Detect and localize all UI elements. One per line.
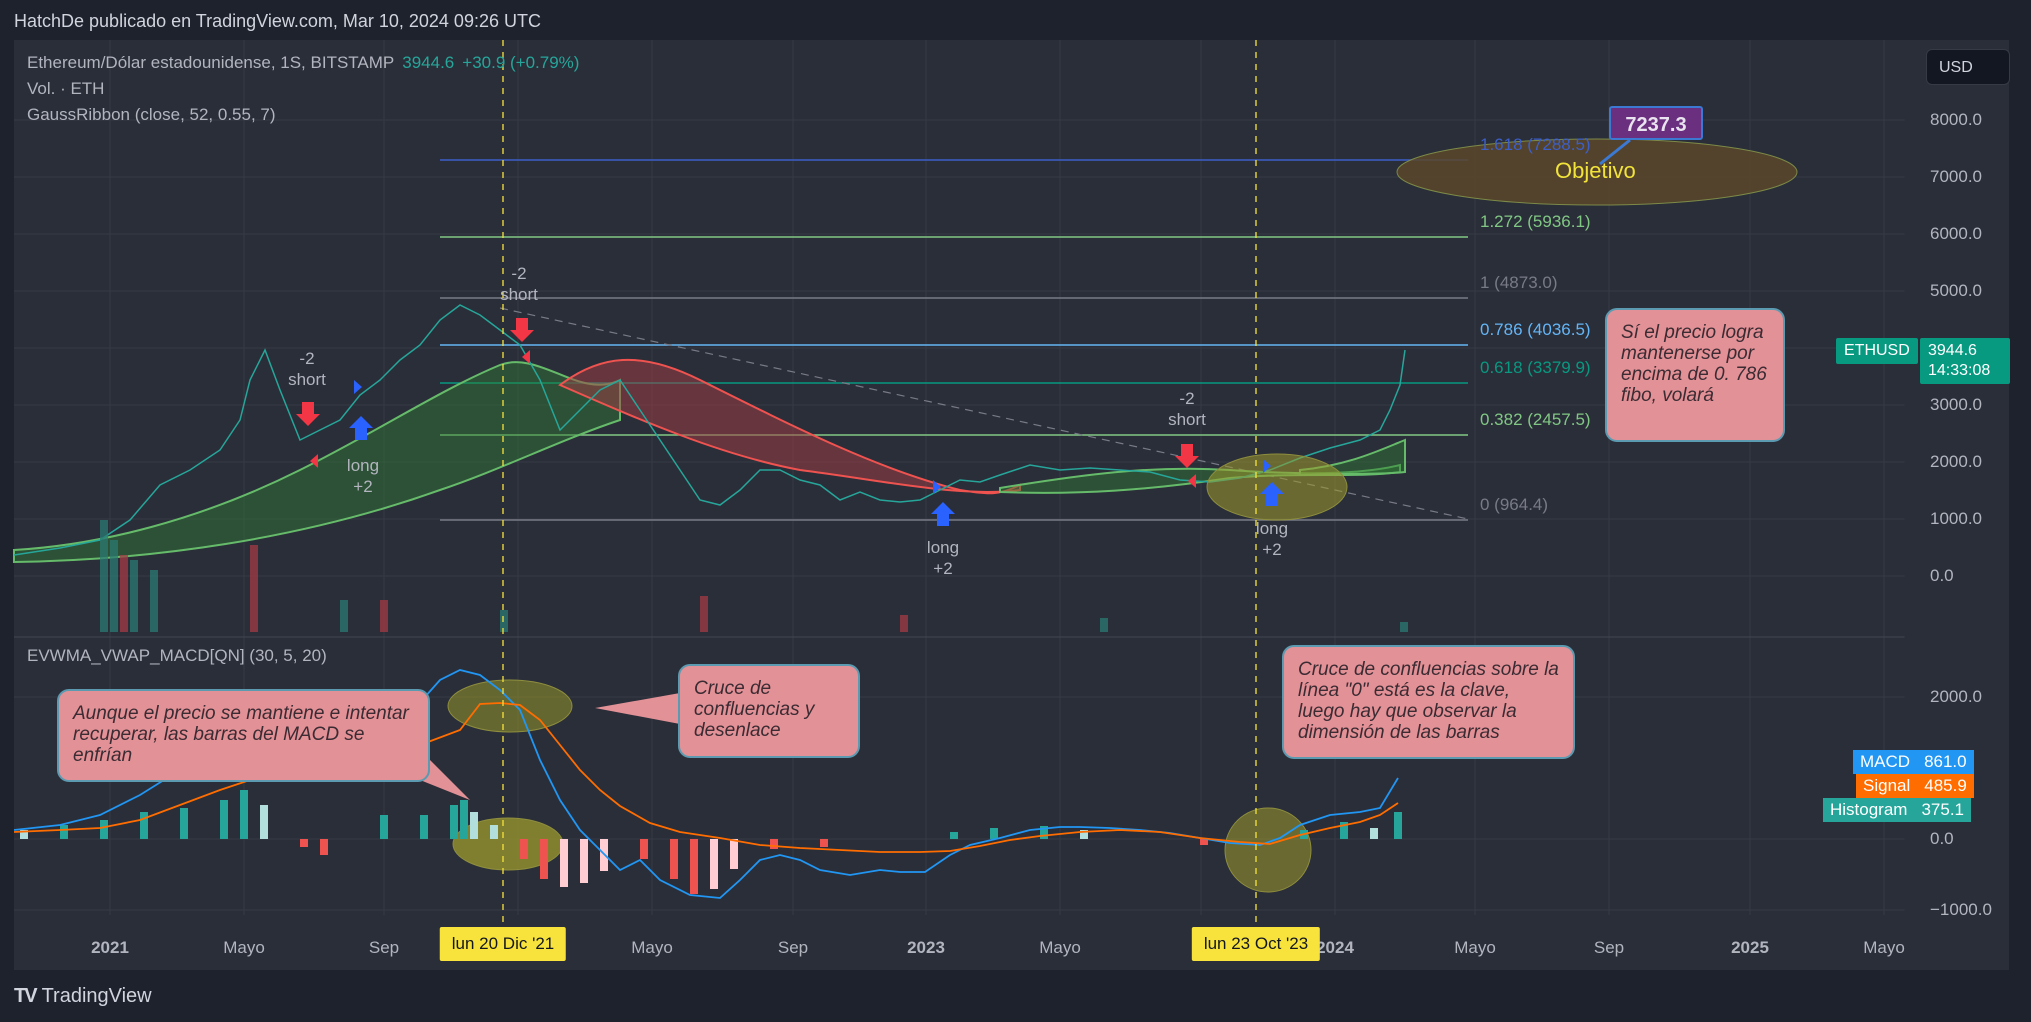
date-flag-oct-23: lun 23 Oct '23 [1191,927,1321,961]
time-tick: Sep [777,938,809,957]
fib-label-1272: 1.272 (5936.1) [1480,212,1591,231]
fib-label-0786: 0.786 (4036.5) [1480,320,1591,339]
signal-value-tag: Signal 485.9 [1856,774,1974,798]
time-tick: Mayo [1863,938,1905,957]
macd-tick: 0.0 [1930,829,1954,848]
macd-note-crossover[interactable]: Cruce de confluencias y desenlace [678,664,860,758]
symbol-change: +30.9 (+0.79%) [462,53,580,72]
price-tick: 5000.0 [1930,281,1982,300]
signal-label-short: -2 short [500,264,538,304]
target-price-callout[interactable]: 7237.3 [1609,106,1703,140]
currency-button[interactable]: USD [1926,49,2010,85]
last-price-box: 3944.6 14:33:08 [1920,338,2010,384]
fib-label-1618: 1.618 (7288.5) [1480,135,1591,154]
price-tick: 2000.0 [1930,452,1982,471]
tradingview-brand: TradingView [41,985,152,1007]
signal-tag-label: Signal [1863,776,1911,795]
tradingview-logo-icon: TV [14,985,38,1007]
histogram-value-tag: Histogram 375.1 [1823,798,1972,822]
time-tick: 2023 [907,938,945,957]
time-tick: Mayo [1454,938,1496,957]
symbol-name: Ethereum/Dólar estadounidense, 1S, BITST… [27,53,395,72]
volume-bars [100,520,1408,632]
signal-tag-value: 485.9 [1924,776,1967,795]
signal-arrows [296,318,1284,526]
histogram-tag-label: Histogram [1830,800,1908,819]
time-tick: 2024 [1316,938,1354,957]
time-tick: 2025 [1731,938,1769,957]
price-tick: 7000.0 [1930,167,1982,186]
price-tick: 6000.0 [1930,224,1982,243]
macd-tag-label: MACD [1860,752,1911,771]
macd-tick: 2000.0 [1930,687,1982,706]
macd-histogram [20,790,1402,894]
date-flag-dec-21: lun 20 Dic '21 [439,927,567,961]
price-tick: 8000.0 [1930,110,1982,129]
gauss-ribbon-legend[interactable]: GaussRibbon (close, 52, 0.55, 7) [27,105,276,124]
macd-value-tag: MACD 861.0 [1853,750,1974,774]
macd-tick: −1000.0 [1930,900,1992,919]
volume-legend[interactable]: Vol. · ETH [27,79,105,98]
macd-legend[interactable]: EVWMA_VWAP_MACD[QN] (30, 5, 20) [27,646,327,665]
last-price-symbol: ETHUSD [1836,338,1918,364]
fib-label-0: 0 (964.4) [1480,495,1549,514]
signal-label-short: -2 short [1168,389,1206,429]
macd-note-cooling[interactable]: Aunque el precio se mantiene e intentar … [57,689,430,782]
publish-header: HatchDe publicado en TradingView.com, Ma… [14,11,541,31]
price-tick: 0.0 [1930,566,1954,585]
time-tick: Mayo [631,938,673,957]
histogram-tag-value: 375.1 [1921,800,1965,819]
fib-label-0382: 0.382 (2457.5) [1480,410,1591,429]
time-tick: Sep [368,938,400,957]
time-tick: Mayo [1039,938,1081,957]
signal-label-long: long +2 [926,538,960,578]
fib-label-1: 1 (4873.0) [1480,273,1558,292]
time-tick: Sep [1593,938,1625,957]
bar-countdown: 14:33:08 [1928,362,1991,379]
last-price-value: 3944.6 [1928,342,1977,359]
fibonacci-retracement [440,159,1468,521]
symbol-legend[interactable]: Ethereum/Dólar estadounidense, 1S, BITST… [27,53,579,73]
price-note[interactable]: Sí el precio logra mantenerse por encima… [1605,308,1785,442]
symbol-price: 3944.6 [402,53,455,72]
tradingview-branding[interactable]: TV TradingView [14,985,152,1008]
signal-label-long: long +2 [346,456,380,496]
time-tick: 2021 [91,938,129,957]
price-tick: 3000.0 [1930,395,1982,414]
candles [13,304,1406,556]
time-tick: Mayo [223,938,265,957]
price-tick: 1000.0 [1930,509,1982,528]
fib-label-0618: 0.618 (3379.9) [1480,358,1591,377]
macd-note-zero-line[interactable]: Cruce de confluencias sobre la línea "0"… [1282,645,1575,759]
target-label: Objetivo [1555,158,1636,183]
macd-tag-value: 861.0 [1924,752,1967,771]
signal-label-long: long +2 [1255,519,1289,559]
signal-label-short: -2 short [288,349,326,389]
